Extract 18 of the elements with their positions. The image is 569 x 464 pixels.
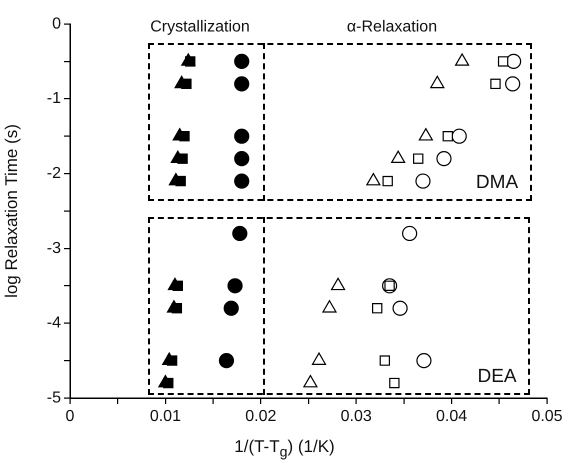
x-tick-label: 0: [66, 408, 75, 426]
y-tick-label: -1: [46, 90, 62, 108]
y-tick-label: -2: [46, 165, 62, 182]
annotation: Crystallization: [150, 18, 250, 36]
y-tick-label: 0: [52, 15, 62, 32]
y-tick-label: -4: [46, 314, 62, 332]
y-axis-title: log Relaxation Time (s): [2, 124, 21, 298]
x-tick-label: 0.02: [245, 408, 276, 426]
x-tick-label: 0.01: [150, 408, 182, 426]
x-axis-title: 1/(T-T$_{g}$) (1/K): [233, 437, 336, 460]
x-tick-label: 0.03: [340, 408, 372, 426]
annotation: DMA: [476, 172, 518, 194]
x-tick-label: 0.04: [436, 408, 468, 426]
y-tick-label: -3: [46, 240, 62, 257]
annotation: α-Relaxation: [346, 18, 438, 36]
x-tick-label: 0.05: [531, 408, 563, 426]
annotation: DEA: [477, 366, 517, 388]
y-tick-label: -5: [46, 389, 62, 406]
